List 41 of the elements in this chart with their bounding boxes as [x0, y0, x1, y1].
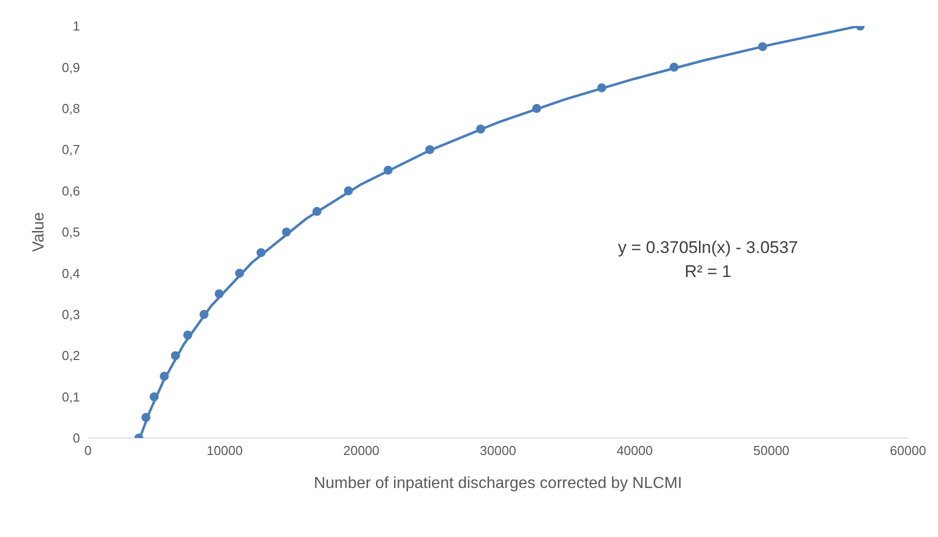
point: [344, 186, 353, 196]
x-axis-title: Number of inpatient discharges corrected by NLCMI: [314, 475, 682, 492]
y-tick-label: 0: [72, 430, 80, 446]
point: [670, 62, 679, 72]
y-tick-label: 0,4: [62, 266, 80, 281]
point: [235, 268, 244, 278]
point: [312, 206, 322, 216]
point: [170, 351, 180, 360]
x-tick-label: 0: [84, 443, 92, 458]
y-tick-label: 0,9: [62, 60, 80, 75]
x-tick-label: 50000: [753, 443, 790, 458]
point: [141, 412, 150, 422]
y-tick-label: 0,8: [62, 101, 80, 116]
x-tick-label: 60000: [890, 443, 926, 458]
point: [183, 330, 192, 340]
point: [384, 166, 393, 175]
point: [425, 145, 434, 154]
y-tick-label: 1: [72, 18, 80, 34]
x-tick-label: 10000: [206, 443, 243, 458]
point: [214, 289, 224, 298]
x-tick-label: 30000: [480, 443, 516, 458]
point: [200, 310, 209, 319]
point: [150, 392, 159, 402]
y-tick-label: 0,1: [62, 389, 80, 404]
y-tick-label: 0,6: [62, 183, 80, 198]
point: [160, 372, 169, 381]
annotation: R² = 1: [684, 261, 732, 283]
y-tick-label: 0,7: [62, 142, 80, 158]
y-axis-title: Value: [30, 212, 48, 252]
x-tick-label: 40000: [616, 443, 653, 458]
y-tick-label: 0,3: [62, 307, 80, 322]
annotation: y = 0.3705ln(x) - 3.0537: [616, 237, 800, 259]
x-tick-label: 20000: [343, 443, 380, 458]
point: [758, 42, 768, 52]
point: [532, 104, 542, 113]
point: [476, 124, 486, 134]
point: [256, 248, 266, 258]
y-tick-label: 0,2: [62, 348, 80, 364]
point: [597, 83, 606, 92]
point: [282, 227, 291, 237]
y-tick-label: 0,5: [62, 224, 80, 240]
